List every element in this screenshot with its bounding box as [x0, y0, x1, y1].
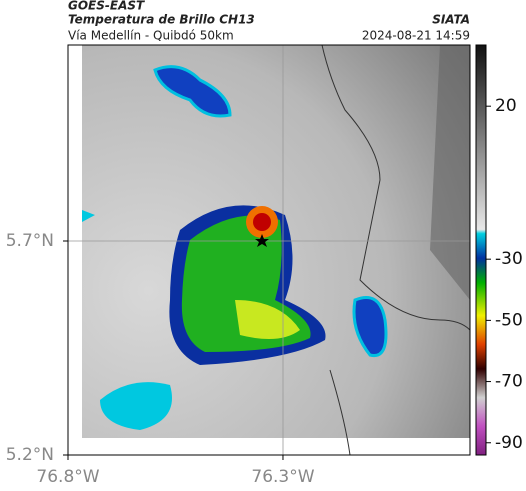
- colorbar-tick-label: -90: [495, 433, 523, 453]
- x-tick-label: 76.8°W: [36, 467, 99, 487]
- colorbar-tick-label: 20: [495, 96, 517, 116]
- map-frame: [67, 44, 471, 456]
- colorbar-tick-label: -50: [495, 310, 523, 330]
- y-tick-label: 5.2°N: [6, 445, 54, 465]
- axes: 76.8°W 76.3°W 5.7°N 5.2°N 20 -30 -50 -70 -90: [6, 96, 523, 487]
- colorbar: [475, 44, 487, 456]
- region: Vía Medellín - Quibdó 50km: [68, 29, 234, 43]
- satellite: GOES-EAST: [68, 0, 145, 13]
- x-tick-label: 76.3°W: [251, 467, 314, 487]
- satellite-image: [68, 45, 470, 455]
- product: Temperatura de Brillo CH13: [68, 13, 255, 27]
- agency: SIATA: [432, 13, 470, 27]
- y-tick-label: 5.7°N: [6, 231, 54, 251]
- colorbar-tick-label: -30: [495, 249, 523, 269]
- location-marker: [255, 234, 269, 247]
- datetime: 2024-08-21 14:59: [362, 29, 470, 43]
- colorbar-tick-label: -70: [495, 372, 523, 392]
